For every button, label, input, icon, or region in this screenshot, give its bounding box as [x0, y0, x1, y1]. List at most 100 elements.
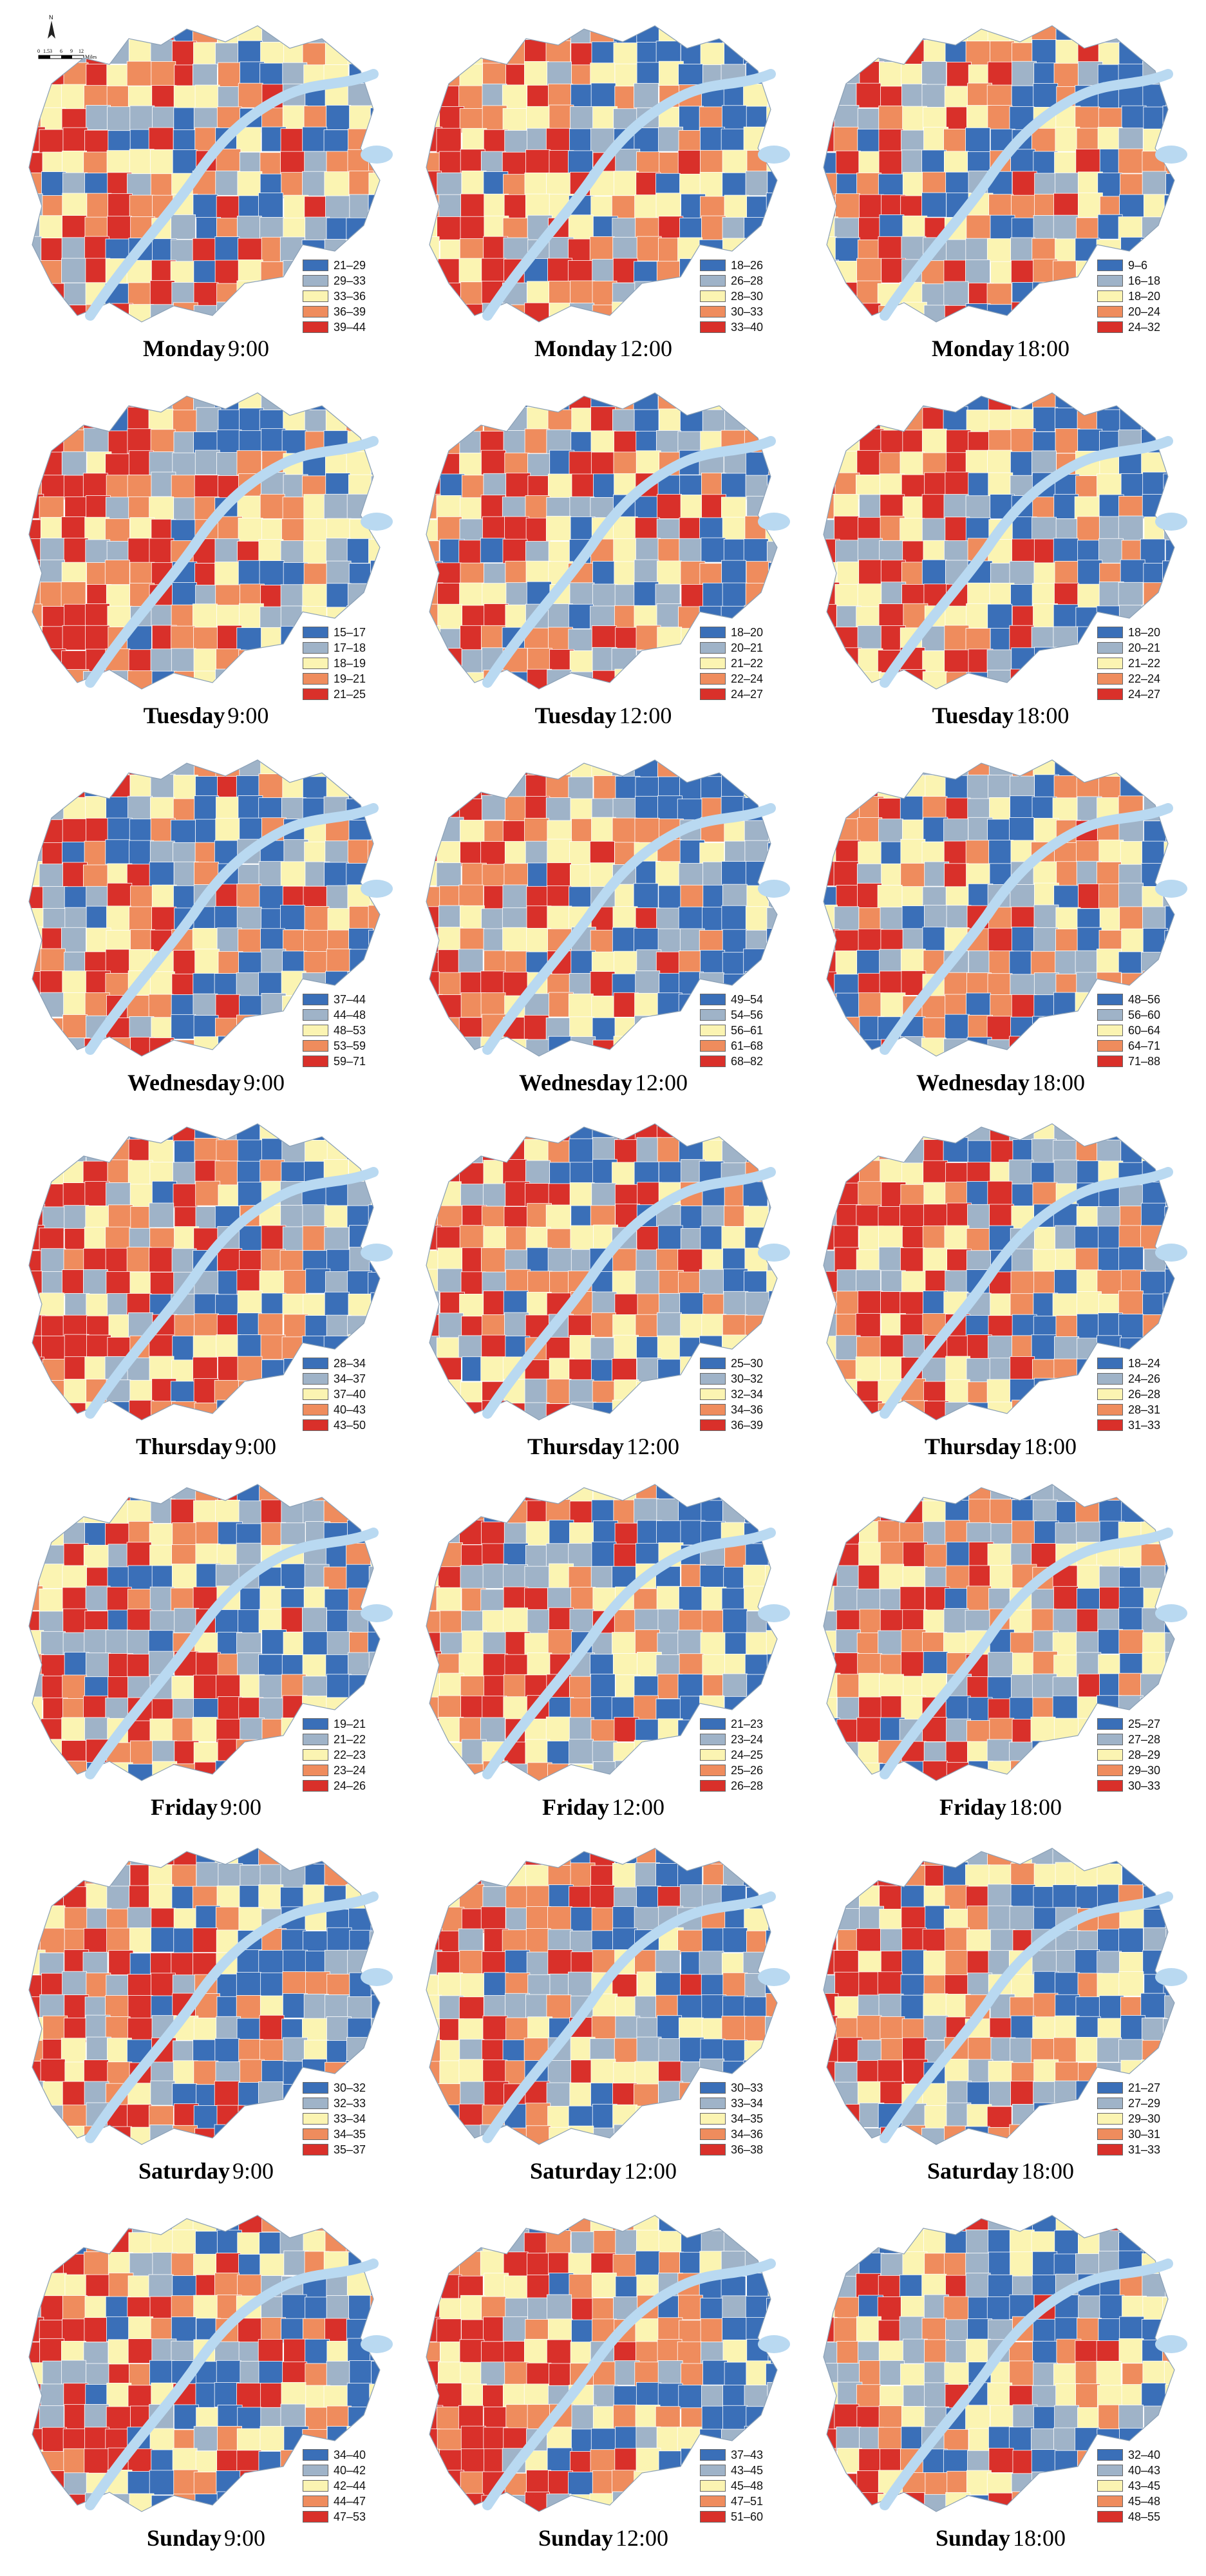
district-area: [856, 950, 882, 975]
district-area: [41, 283, 67, 308]
district-area: [426, 305, 443, 322]
district-area: [835, 1629, 861, 1654]
legend-item: 48–56: [1097, 992, 1187, 1007]
legend-item: 17–18: [303, 640, 393, 656]
district-area: [368, 1204, 380, 1230]
district-area: [635, 1270, 661, 1296]
district-area: [900, 1247, 925, 1273]
district-area: [502, 1484, 527, 1502]
district-area: [967, 1204, 992, 1229]
district-area: [323, 493, 349, 519]
city-boundary: [28, 1484, 381, 1781]
district-area: [482, 516, 507, 542]
district-area: [259, 2127, 285, 2145]
district-area: [789, 239, 796, 263]
district-area: [194, 1313, 220, 1339]
district-area: [236, 1949, 262, 1975]
district-area: [767, 171, 777, 196]
district-area: [636, 1137, 662, 1162]
district-area: [569, 1676, 594, 1701]
district-area: [590, 1337, 616, 1363]
district-area: [700, 1632, 726, 1658]
legend-swatch: [700, 1025, 726, 1036]
district-area: [29, 26, 46, 45]
district-area: [859, 393, 884, 412]
district-area: [458, 949, 484, 974]
legend-label: 30–33: [731, 305, 764, 318]
district-area: [29, 1124, 43, 1142]
panel-caption: Wednesday 18:00: [807, 1069, 1194, 1096]
district-area: [259, 1270, 285, 1296]
district-area: [483, 1226, 509, 1251]
map-legend: 21–29 29–33 33–36 36–39 39–44: [303, 258, 393, 335]
map-legend: 30–33 33–34 34–35 34–36 36–38: [700, 2080, 790, 2157]
district-area: [503, 1607, 528, 1633]
panel-caption: Tuesday 12:00: [410, 702, 796, 729]
district-area: [480, 841, 506, 867]
district-area: [1077, 1291, 1102, 1316]
district-area: [1010, 884, 1035, 909]
district-area: [721, 560, 747, 585]
district-area: [1011, 647, 1037, 673]
district-area: [29, 261, 46, 287]
district-area: [614, 668, 640, 689]
district-area: [1033, 1520, 1059, 1546]
district-area: [107, 817, 133, 843]
district-area: [824, 1586, 837, 1611]
district-area: [790, 520, 796, 544]
map-panel: 18–20 20–21 21–22 22–24 24–27 Tuesday 12:00: [410, 380, 796, 741]
legend-item: 49–54: [700, 992, 790, 1007]
district-area: [326, 1927, 352, 1953]
district-area: [824, 281, 841, 307]
legend-item: 21–23: [700, 1716, 790, 1732]
district-area: [29, 971, 42, 996]
district-area: [987, 1543, 1013, 1569]
district-area: [151, 1927, 176, 1953]
district-area: [590, 1359, 616, 1385]
district-area: [1140, 1673, 1165, 1699]
district-area: [1186, 777, 1194, 801]
district-area: [1187, 1357, 1194, 1381]
legend-item: 30–33: [700, 304, 790, 319]
district-area: [570, 1036, 596, 1056]
district-area: [29, 64, 44, 90]
district-area: [439, 1848, 465, 1867]
district-area: [787, 1521, 796, 1546]
district-area: [722, 1608, 748, 1634]
legend-swatch: [1097, 1765, 1123, 1776]
district-area: [426, 1039, 440, 1056]
district-area: [61, 760, 87, 778]
district-area: [943, 972, 969, 998]
district-area: [326, 560, 352, 586]
district-area: [545, 1204, 571, 1230]
legend-swatch: [1097, 1718, 1123, 1730]
district-area: [86, 1653, 111, 1678]
district-area: [1120, 1124, 1146, 1141]
district-area: [834, 1247, 860, 1273]
legend-label: 33–36: [334, 289, 366, 303]
legend-swatch: [700, 2113, 726, 2125]
district-area: [791, 604, 796, 629]
district-area: [304, 409, 330, 435]
district-area: [569, 451, 594, 477]
district-area: [369, 39, 380, 64]
district-area: [438, 672, 463, 689]
district-area: [171, 1864, 197, 1890]
district-area: [1165, 1124, 1174, 1141]
district-area: [64, 1379, 89, 1404]
district-area: [214, 973, 240, 998]
legend-item: 34–37: [303, 1371, 393, 1387]
district-area: [836, 1291, 862, 1316]
district-area: [901, 971, 927, 996]
district-area: [367, 1500, 380, 1526]
district-area: [170, 819, 196, 845]
district-area: [1140, 1544, 1166, 1569]
district-area: [1054, 151, 1079, 177]
caption-day: Saturday: [138, 2158, 230, 2184]
district-area: [614, 171, 639, 196]
district-area: [370, 108, 380, 133]
district-area: [634, 1403, 659, 1420]
district-area: [657, 1137, 683, 1162]
district-area: [148, 994, 174, 1019]
district-area: [966, 214, 992, 240]
